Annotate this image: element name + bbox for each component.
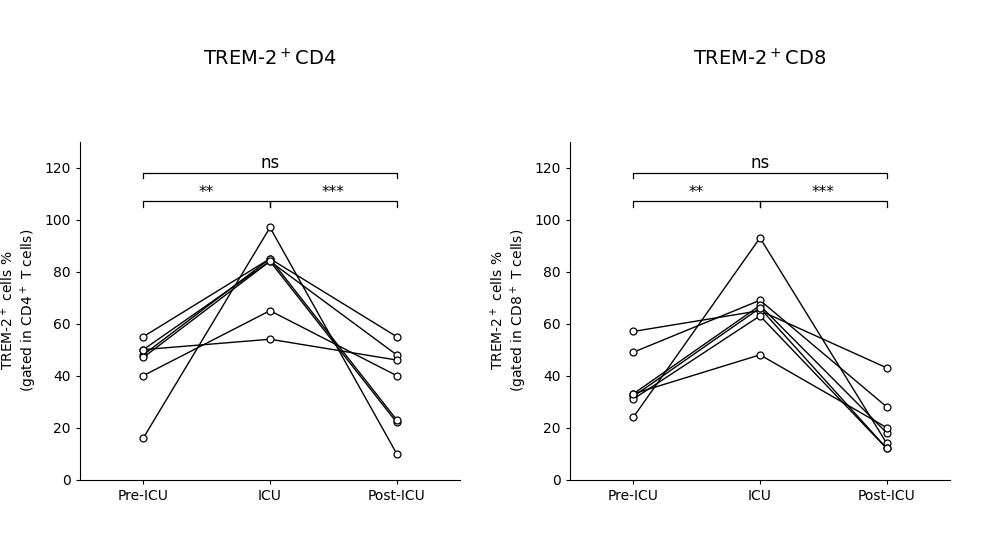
Y-axis label: TREM-2$^+$ cells %
(gated in CD4$^+$ T cells): TREM-2$^+$ cells % (gated in CD4$^+$ T c…	[0, 229, 39, 392]
Text: ns: ns	[750, 154, 770, 172]
Title: TREM-2$^+$CD4: TREM-2$^+$CD4	[203, 48, 337, 69]
Y-axis label: TREM-2$^+$ cells %
(gated in CD8$^+$ T cells): TREM-2$^+$ cells % (gated in CD8$^+$ T c…	[489, 229, 529, 392]
Text: **: **	[689, 185, 704, 200]
Text: ***: ***	[322, 185, 345, 200]
Text: ***: ***	[812, 185, 835, 200]
Text: **: **	[199, 185, 214, 200]
Title: TREM-2$^+$CD8: TREM-2$^+$CD8	[693, 48, 827, 69]
Text: ns: ns	[260, 154, 280, 172]
